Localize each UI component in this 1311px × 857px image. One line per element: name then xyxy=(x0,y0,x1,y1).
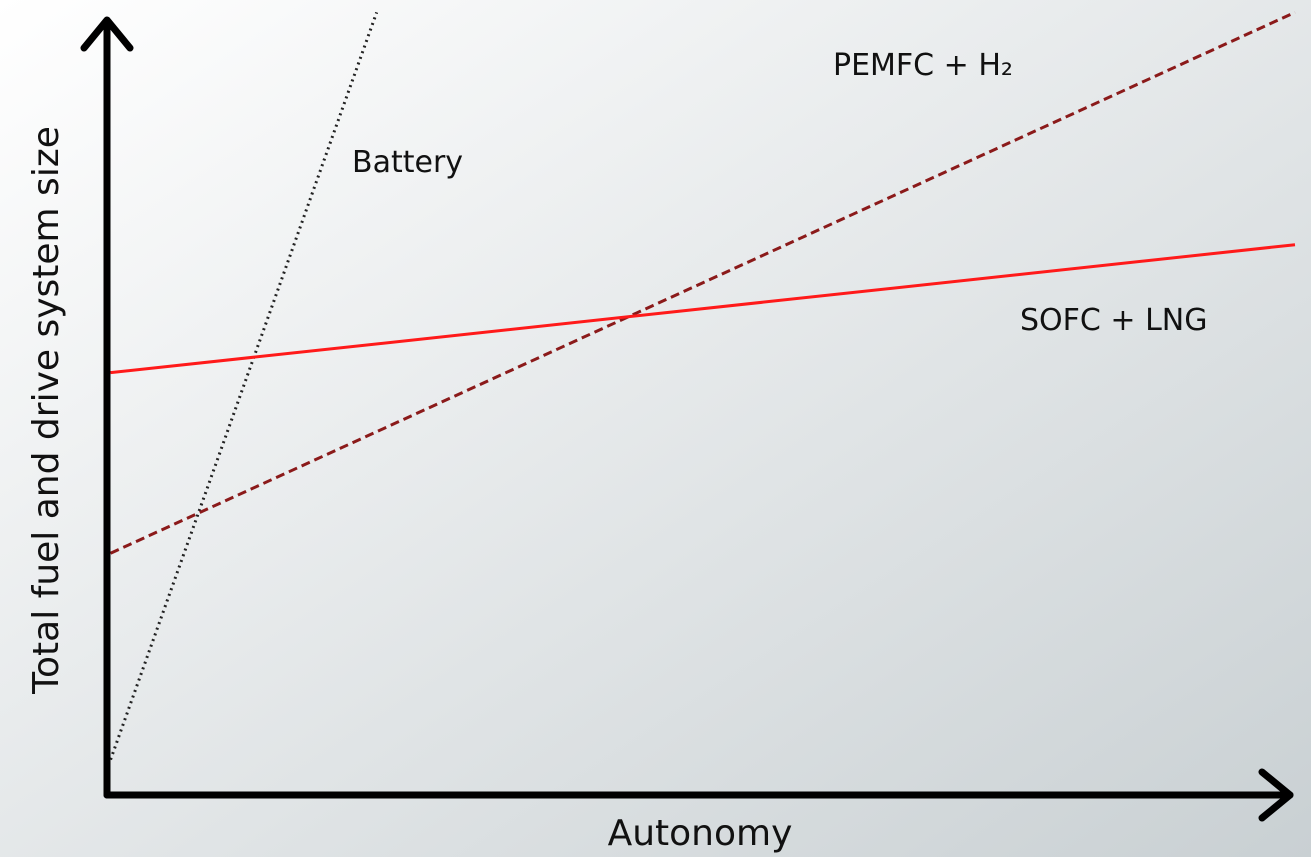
series-line xyxy=(110,243,1296,375)
series-line xyxy=(109,10,1296,555)
x-axis-label: Autonomy xyxy=(608,813,793,854)
series-label: PEMFC + H₂ xyxy=(833,48,1013,83)
series-line xyxy=(109,11,379,761)
series-label: Battery xyxy=(352,145,463,180)
axes xyxy=(80,16,1294,822)
y-axis-label: Total fuel and drive system size xyxy=(26,126,67,695)
series-label: SOFC + LNG xyxy=(1020,303,1207,338)
y-axis-arrow xyxy=(80,16,134,52)
x-axis-arrow xyxy=(1258,768,1294,822)
